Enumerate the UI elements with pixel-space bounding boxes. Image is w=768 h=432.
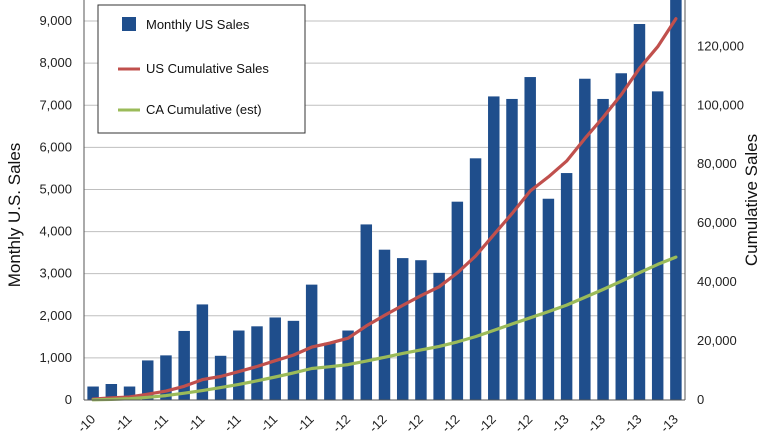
y-tick-label-right: 0 — [697, 392, 704, 407]
y-tick-label-right: 60,000 — [697, 215, 737, 230]
y-tick-label-right: 80,000 — [697, 156, 737, 171]
x-tick-label: -12 — [329, 412, 353, 432]
bar — [87, 386, 99, 400]
bar — [469, 158, 482, 400]
legend-swatch-bar — [122, 17, 136, 31]
x-tick-label: -11 — [111, 412, 134, 432]
legend: Monthly US Sales US Cumulative Sales CA … — [97, 4, 306, 134]
cumulative-lines — [91, 17, 678, 402]
bar — [415, 260, 427, 400]
bar — [615, 73, 627, 401]
bar — [651, 91, 664, 401]
y-tick-label-left: 5,000 — [39, 181, 72, 196]
x-tick-label: -12 — [439, 412, 463, 432]
legend-label-ca-cumulative: CA Cumulative (est) — [146, 102, 262, 117]
y-tick-label-left: 6,000 — [39, 139, 72, 154]
x-tick-label: -13 — [621, 412, 645, 432]
bar — [287, 320, 300, 400]
x-tick-label: -11 — [221, 412, 244, 432]
x-tick-label: -12 — [402, 412, 426, 432]
y-tick-label-left: 8,000 — [39, 55, 72, 70]
bar — [160, 355, 172, 400]
x-tick-label: -10 — [74, 412, 98, 432]
bar — [196, 304, 209, 400]
bar — [233, 330, 245, 400]
y-tick-label-right: 120,000 — [697, 38, 744, 53]
bar — [670, 0, 682, 400]
y-tick-label-left: 9,000 — [39, 13, 72, 28]
x-tick-label: -13 — [548, 412, 572, 432]
bar — [123, 386, 136, 400]
y-axis-title-left: Monthly U.S. Sales — [5, 143, 24, 288]
x-tick-label: -12 — [511, 412, 535, 432]
line-ca-cumulative — [91, 255, 678, 402]
x-tick-label: -11 — [257, 412, 280, 432]
bar — [378, 249, 391, 400]
bar — [105, 384, 118, 400]
y-tick-label-left: 7,000 — [39, 97, 72, 112]
bar — [142, 360, 154, 400]
y-tick-label-left: 3,000 — [39, 266, 72, 281]
y-tick-label-left: 2,000 — [39, 308, 72, 323]
y-tick-label-left: 4,000 — [39, 224, 72, 239]
bar — [251, 326, 263, 400]
bar — [633, 24, 646, 400]
bar — [542, 198, 555, 400]
legend-label-us-cumulative: US Cumulative Sales — [146, 61, 269, 76]
y-tick-label-left: 1,000 — [39, 350, 72, 365]
x-tick-label: -13 — [657, 412, 681, 432]
bar — [324, 342, 336, 400]
bar — [178, 330, 190, 400]
bar — [433, 272, 445, 400]
y-axis-title-right: Cumulative Sales — [742, 134, 761, 266]
x-tick-label: -11 — [294, 412, 317, 432]
bar — [396, 258, 409, 400]
y-tick-label-right: 40,000 — [697, 274, 737, 289]
bar — [579, 78, 591, 400]
line-us-cumulative — [91, 17, 678, 401]
bar — [360, 224, 373, 400]
y-tick-label-right: 100,000 — [697, 97, 744, 112]
bar — [451, 201, 464, 400]
bar — [597, 98, 609, 401]
x-tick-label: -13 — [584, 412, 608, 432]
legend-label-monthly: Monthly US Sales — [146, 17, 250, 32]
bar — [506, 98, 518, 401]
bar — [488, 96, 500, 400]
y-tick-label-left: 0 — [65, 392, 72, 407]
bar — [560, 173, 573, 400]
bar — [305, 284, 318, 400]
y-tick-label-right: 20,000 — [697, 333, 737, 348]
x-tick-label: -11 — [148, 412, 171, 432]
bar — [269, 317, 281, 400]
x-tick-label: -11 — [184, 412, 207, 432]
x-tick-label: -12 — [475, 412, 499, 432]
axes: 0 1,000 2,000 3,000 4,000 5,000 6,000 7,000 8,00… — [39, 0, 744, 432]
bar — [524, 77, 536, 400]
x-tick-label: -12 — [366, 412, 390, 432]
